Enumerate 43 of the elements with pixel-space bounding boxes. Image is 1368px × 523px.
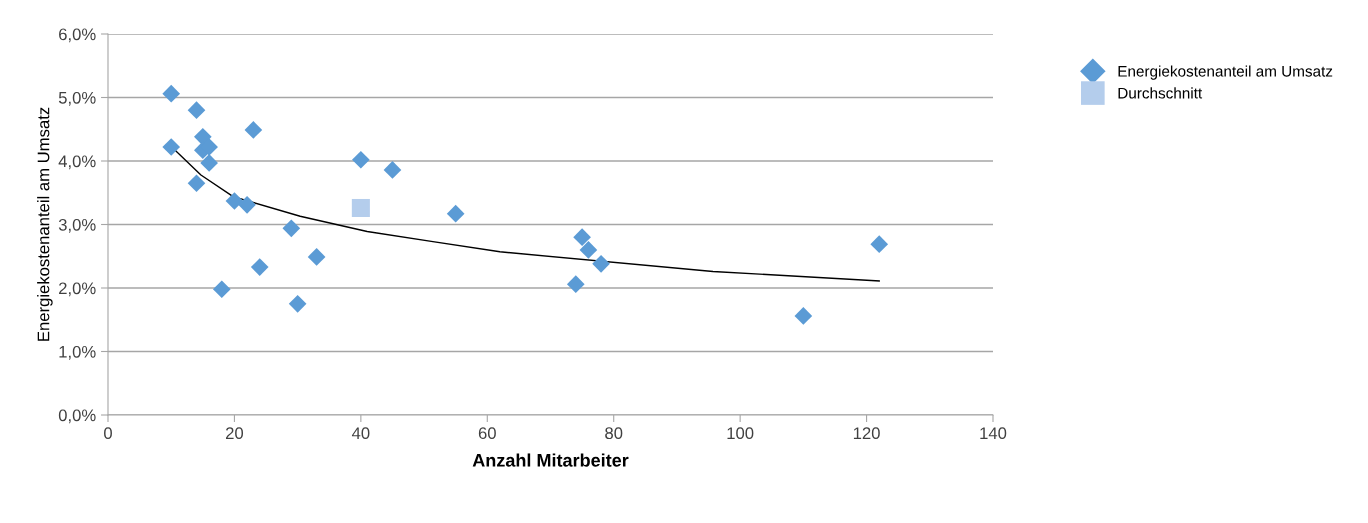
point xyxy=(794,307,813,325)
x-tick-label: 20 xyxy=(226,427,244,440)
point xyxy=(870,235,889,254)
y-tick-label: 2,0% xyxy=(59,282,96,297)
y-axis-title: Energiekostenanteil am Umsatz xyxy=(37,107,53,341)
point xyxy=(579,241,598,259)
x-axis-title: Anzahl Mitarbeiter xyxy=(472,453,629,467)
point xyxy=(162,84,181,103)
y-tick-label: 0,0% xyxy=(58,409,96,424)
x-tick-label: 60 xyxy=(478,427,496,440)
point xyxy=(446,204,465,223)
point xyxy=(573,228,591,247)
y-tick-label: 5,0% xyxy=(58,91,96,106)
point xyxy=(187,101,206,120)
point xyxy=(592,255,610,273)
point xyxy=(187,174,206,193)
point xyxy=(566,275,585,294)
y-tick-label: 3,0% xyxy=(58,218,96,233)
x-tick-label: 0 xyxy=(104,427,112,440)
point xyxy=(225,192,244,210)
point xyxy=(383,161,402,179)
y-tick-label: 6,0% xyxy=(59,28,96,43)
point xyxy=(162,138,181,156)
point xyxy=(250,258,269,276)
point xyxy=(282,219,301,238)
point xyxy=(212,280,231,299)
point xyxy=(200,154,218,172)
point xyxy=(288,295,307,313)
point xyxy=(351,198,370,218)
point xyxy=(193,128,212,146)
x-tick-label: 140 xyxy=(980,427,1007,440)
x-tick-label: 40 xyxy=(351,427,370,440)
x-tick-label: 80 xyxy=(605,427,623,440)
point xyxy=(307,248,326,266)
legend-label: Energiekostenanteil am Umsatz xyxy=(1118,65,1333,80)
legend-label: Durchschnitt xyxy=(1118,87,1203,99)
x-tick-label: 100 xyxy=(727,427,754,440)
y-tick-label: 1,0% xyxy=(59,345,96,360)
point xyxy=(238,195,256,214)
x-tick-label: 120 xyxy=(853,427,880,440)
point xyxy=(352,150,370,169)
point xyxy=(244,121,263,139)
y-tick-label: 4,0% xyxy=(58,155,96,170)
